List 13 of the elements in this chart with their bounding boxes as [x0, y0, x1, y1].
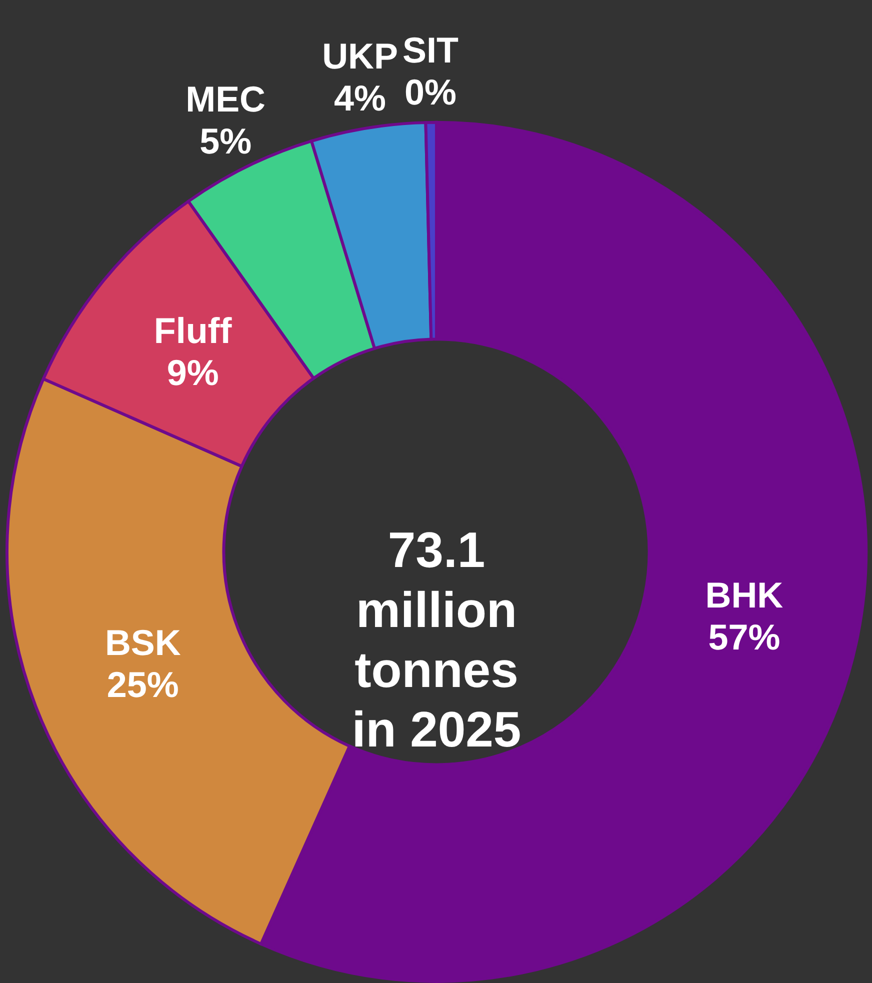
data-label: 5%	[200, 120, 252, 162]
data-label: 57%	[708, 616, 780, 658]
slice-label: BSK	[104, 622, 181, 664]
slice-label: SIT	[402, 30, 458, 71]
slice-label: Fluff	[154, 310, 233, 351]
slice-label: BHK	[705, 574, 784, 616]
text: 73.1 million tonnes in 2025	[352, 522, 522, 758]
data-label: 0%	[404, 71, 456, 112]
data-label: 25%	[106, 664, 179, 705]
data-label: 9%	[166, 352, 219, 393]
slice-label: MEC	[186, 78, 266, 120]
data-label: 4%	[334, 78, 386, 119]
slice-label: UKP	[322, 36, 398, 77]
